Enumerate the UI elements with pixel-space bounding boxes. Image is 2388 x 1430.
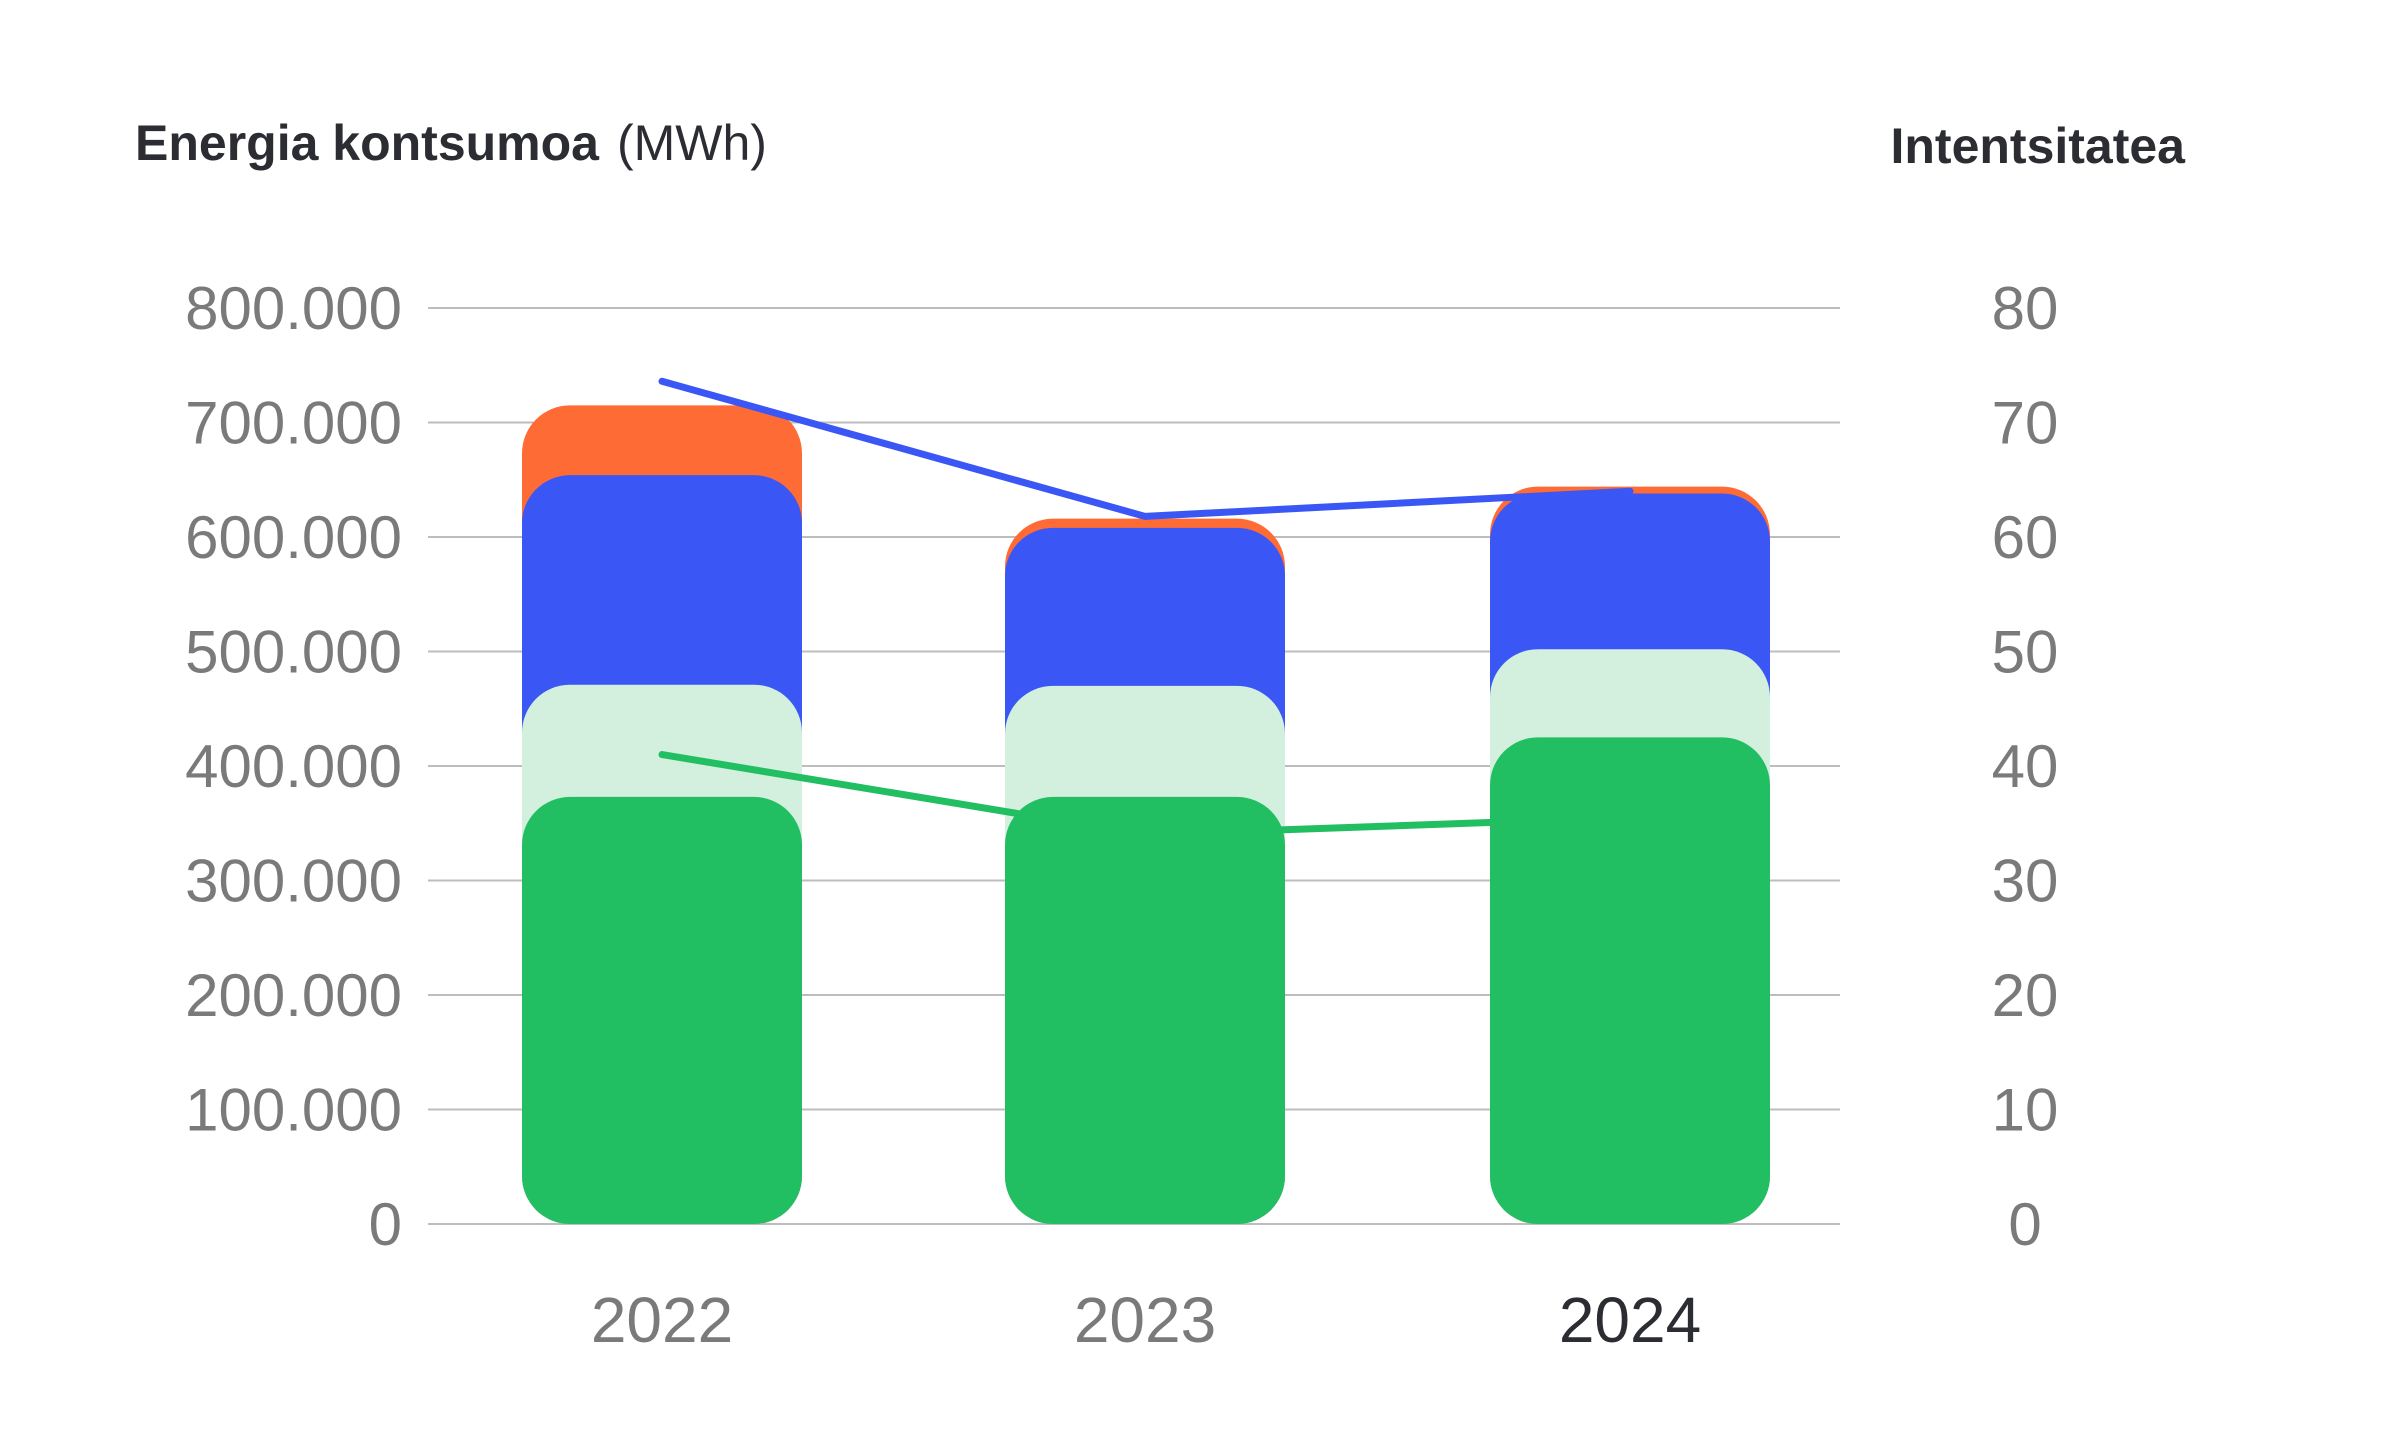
left-tick-label: 300.000 xyxy=(185,848,402,915)
right-tick-label: 70 xyxy=(1992,390,2059,457)
left-tick-label: 0 xyxy=(369,1191,402,1258)
line-line-blue xyxy=(658,377,1634,520)
x-tick-label-2022: 2022 xyxy=(591,1284,733,1356)
bar-group-2022 xyxy=(522,405,802,1224)
x-tick-label-2023: 2023 xyxy=(1074,1284,1216,1356)
right-tick-label: 50 xyxy=(1992,619,2059,686)
right-tick-label: 10 xyxy=(1992,1077,2059,1144)
right-axis-title: Intentsitatea xyxy=(1890,118,2186,174)
left-tick-label: 800.000 xyxy=(185,275,402,342)
bar-group-2023 xyxy=(1005,518,1285,1224)
left-tick-label: 700.000 xyxy=(185,390,402,457)
right-tick-label: 80 xyxy=(1992,275,2059,342)
x-tick-label-2024: 2024 xyxy=(1559,1284,1701,1356)
left-tick-label: 200.000 xyxy=(185,962,402,1029)
bar-segment-2024-series-1 xyxy=(1490,737,1770,1224)
left-tick-label: 500.000 xyxy=(185,619,402,686)
bar-group-2024 xyxy=(1490,486,1770,1224)
right-tick-label: 30 xyxy=(1992,848,2059,915)
left-axis-ticks: 0 100.000 200.000 300.000 400.000 500.000 600.… xyxy=(185,275,402,1258)
chart-title-main: Energia kontsumoa xyxy=(135,115,600,171)
intensity-lines xyxy=(658,377,1634,839)
right-tick-label: 40 xyxy=(1992,733,2059,800)
right-axis-ticks: 0 10 20 30 40 50 60 70 80 xyxy=(1992,275,2059,1258)
bar-segment-2022-series-1 xyxy=(522,796,802,1224)
right-tick-label: 20 xyxy=(1992,962,2059,1029)
right-tick-label: 0 xyxy=(2008,1191,2041,1258)
bar-segment-2023-series-1 xyxy=(1005,796,1285,1224)
chart-title: Energia kontsumoa (MWh) xyxy=(135,115,767,171)
chart-title-unit: (MWh) xyxy=(617,115,767,171)
left-tick-label: 100.000 xyxy=(185,1077,402,1144)
line-line-green xyxy=(658,751,1634,839)
x-axis-ticks: 2022 2023 2024 xyxy=(591,1284,1701,1356)
right-tick-label: 60 xyxy=(1992,504,2059,571)
left-tick-label: 600.000 xyxy=(185,504,402,571)
stacked-bars xyxy=(522,405,1770,1224)
left-tick-label: 400.000 xyxy=(185,733,402,800)
